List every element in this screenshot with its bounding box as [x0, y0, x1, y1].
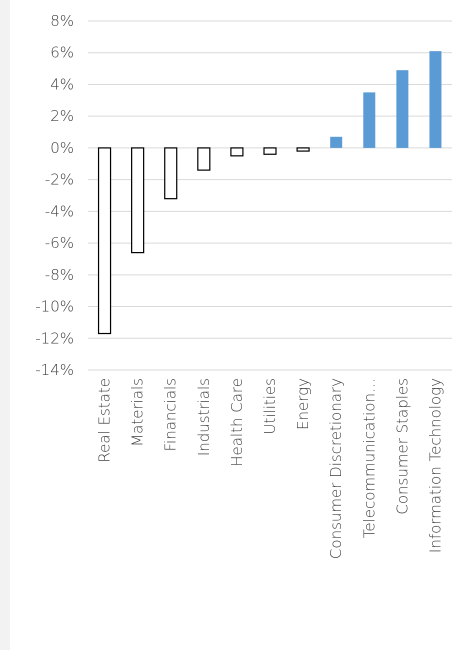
y-axis-tick-labels: 8% 6% 4% 2% 0% -2% -4% -6% -8% -10% -12% -14%	[35, 12, 74, 379]
x-category-label: Consumer Staples	[393, 378, 411, 515]
bar	[396, 70, 409, 148]
bar	[330, 136, 343, 148]
bar	[164, 147, 178, 200]
x-category-label: Utilities	[261, 378, 279, 434]
y-tick-label: 6%	[50, 44, 74, 62]
y-tick-label: -10%	[35, 298, 74, 316]
y-tick-label: 2%	[50, 107, 74, 125]
chart-card: 8% 6% 4% 2% 0% -2% -4% -6% -8% -10% -12% -14% Real …	[10, 0, 452, 650]
x-category-label: Telecommunication…	[360, 378, 378, 538]
y-tick-label: -2%	[45, 171, 74, 189]
bar	[197, 147, 211, 171]
x-category-label: Information Technology	[426, 378, 444, 553]
x-axis-category-labels: Real Estate Materials Financials Industrial…	[96, 378, 445, 559]
bar	[97, 147, 112, 335]
y-tick-label: -12%	[35, 329, 74, 347]
bars	[97, 51, 442, 335]
y-tick-label: -4%	[45, 202, 74, 220]
bar	[263, 147, 277, 155]
bar	[296, 147, 310, 152]
x-category-label: Materials	[129, 378, 147, 447]
x-category-label: Real Estate	[96, 378, 114, 463]
bar	[363, 92, 376, 148]
x-category-label: Health Care	[228, 378, 246, 467]
y-tick-label: -6%	[45, 234, 74, 252]
y-tick-label: 8%	[50, 12, 74, 30]
y-tick-label: 0%	[50, 139, 74, 157]
x-category-label: Energy	[294, 378, 312, 430]
bar	[131, 147, 145, 254]
y-tick-label: -14%	[35, 361, 74, 379]
bar	[429, 51, 442, 148]
bar	[230, 147, 244, 157]
y-tick-label: -8%	[45, 266, 74, 284]
x-category-label: Consumer Discretionary	[327, 378, 345, 559]
x-category-label: Industrials	[195, 378, 213, 456]
x-category-label: Financials	[162, 378, 180, 452]
y-tick-label: 4%	[50, 75, 74, 93]
sector-returns-bar-chart: 8% 6% 4% 2% 0% -2% -4% -6% -8% -10% -12% -14% Real …	[35, 12, 452, 559]
